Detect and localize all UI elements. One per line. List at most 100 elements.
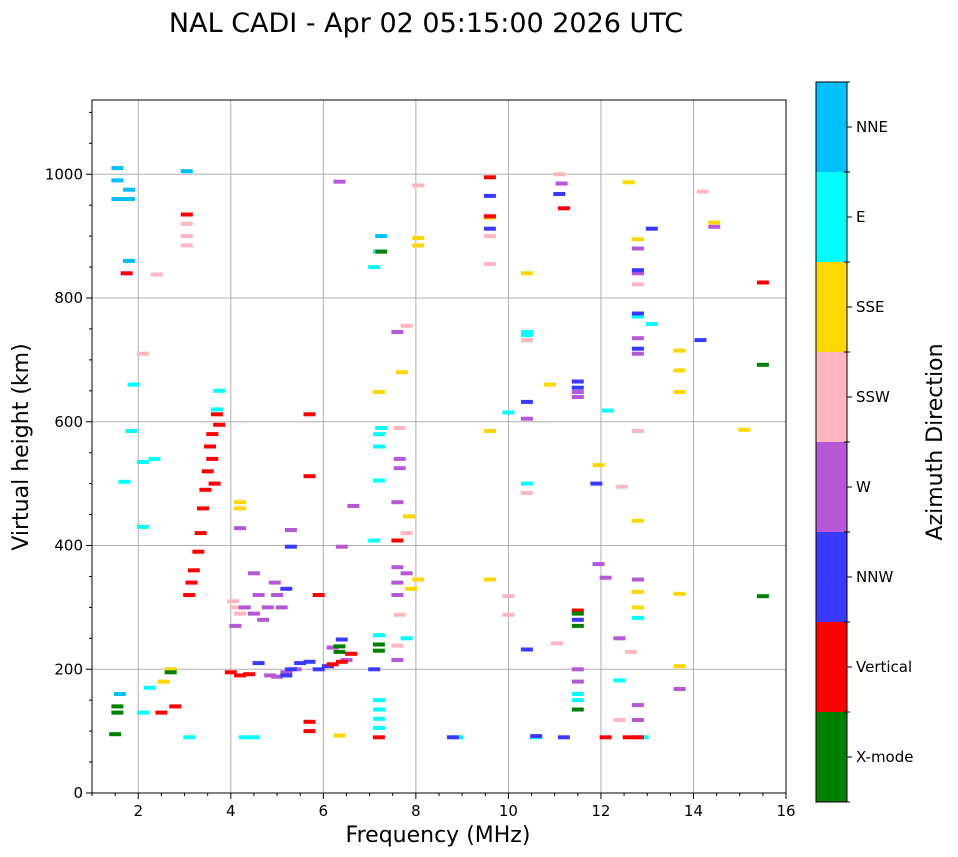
point-w	[391, 330, 404, 334]
colorbar-segment	[816, 712, 847, 802]
point-e	[136, 460, 149, 464]
point-x-mode	[109, 732, 122, 737]
point-sse	[631, 605, 644, 610]
point-nnw	[280, 586, 293, 591]
colorbar-segment	[816, 82, 847, 172]
point-vertical	[183, 593, 196, 597]
x-tick-label: 16	[776, 802, 795, 820]
point-x-mode	[756, 362, 769, 367]
point-e	[631, 615, 644, 620]
point-ssw	[520, 490, 533, 495]
point-w	[631, 577, 644, 582]
point-vertical	[243, 672, 256, 677]
point-vertical	[303, 412, 316, 417]
point-sse	[405, 586, 418, 591]
colorbar-label: E	[856, 208, 865, 226]
point-w	[631, 246, 644, 251]
point-sse	[673, 664, 686, 669]
colorbar: X-mode Vertical NNW W SSW SSE E NNE	[815, 81, 913, 803]
point-vertical	[194, 531, 207, 536]
point-sse	[157, 679, 170, 684]
point-sse	[234, 506, 247, 511]
point-vertical	[372, 735, 385, 740]
point-sse	[372, 390, 385, 394]
point-e	[368, 538, 381, 543]
colorbar-segment	[816, 442, 847, 532]
point-vertical	[213, 422, 226, 427]
point-nnw	[294, 661, 307, 666]
point-vertical	[197, 506, 209, 511]
point-sse	[673, 368, 686, 373]
x-axis-title: Frequency (MHz)	[346, 823, 531, 848]
point-e	[136, 710, 149, 715]
point-sse	[673, 591, 686, 596]
point-vertical	[187, 568, 200, 573]
point-ssw	[229, 605, 242, 610]
point-e	[372, 726, 385, 730]
point-vertical	[303, 729, 316, 734]
point-nnw	[368, 667, 381, 672]
point-nnw	[520, 647, 533, 652]
point-ssw	[400, 323, 413, 328]
point-e	[372, 698, 385, 703]
point-ssw	[483, 234, 496, 239]
point-w	[333, 179, 346, 184]
point-w	[252, 593, 265, 597]
point-w	[571, 667, 584, 672]
point-w	[275, 605, 288, 610]
point-vertical	[303, 719, 316, 724]
point-e	[400, 636, 413, 641]
point-sse	[622, 180, 635, 185]
point-nnw	[446, 735, 459, 740]
point-w	[264, 673, 277, 678]
point-e	[520, 330, 533, 334]
colorbar-segment	[816, 262, 847, 352]
point-x-mode	[372, 648, 385, 653]
colorbar-label: X-mode	[856, 748, 913, 766]
y-tick-label: 0	[73, 784, 83, 802]
point-e	[247, 735, 260, 740]
point-w	[335, 544, 348, 549]
point-vertical	[185, 580, 198, 585]
point-w	[613, 636, 626, 641]
point-nnw	[590, 481, 603, 486]
point-ssw	[393, 425, 406, 430]
point-w	[257, 617, 270, 622]
point-nne	[113, 692, 126, 696]
point-e	[372, 432, 385, 437]
point-nnw	[571, 379, 584, 384]
point-sse	[544, 382, 556, 387]
y-tick-label: 800	[54, 289, 83, 307]
point-vertical	[204, 444, 216, 449]
point-w	[393, 466, 406, 471]
point-ssw	[615, 484, 628, 489]
point-vertical	[622, 735, 635, 740]
point-nnw	[557, 735, 570, 740]
point-sse	[412, 577, 425, 582]
point-nne	[111, 197, 124, 201]
point-vertical	[557, 206, 570, 211]
point-sse	[234, 500, 247, 505]
point-e	[143, 685, 156, 690]
x-axis-ticks: 2 4 6 8 10 12 14 16	[91, 793, 796, 820]
point-ssw	[234, 611, 247, 616]
point-w	[391, 580, 404, 585]
point-e	[520, 481, 533, 486]
point-vertical	[201, 469, 214, 474]
point-vertical	[483, 175, 496, 180]
chart-title: NAL CADI - Apr 02 05:15:00 2026 UTC	[169, 8, 683, 39]
point-e	[372, 633, 385, 638]
point-e	[372, 716, 385, 721]
point-ssw	[391, 643, 404, 648]
point-nnw	[631, 268, 644, 273]
point-nne	[123, 197, 135, 201]
point-vertical	[303, 474, 316, 479]
point-sse	[483, 429, 496, 433]
x-tick-label: 8	[411, 802, 421, 820]
point-e	[238, 735, 251, 740]
point-w	[631, 271, 644, 276]
y-axis-ticks: 0 200 400 600 800 1000	[45, 111, 92, 802]
point-nne	[111, 178, 124, 183]
point-nnw	[335, 637, 348, 642]
point-sse	[631, 589, 644, 594]
